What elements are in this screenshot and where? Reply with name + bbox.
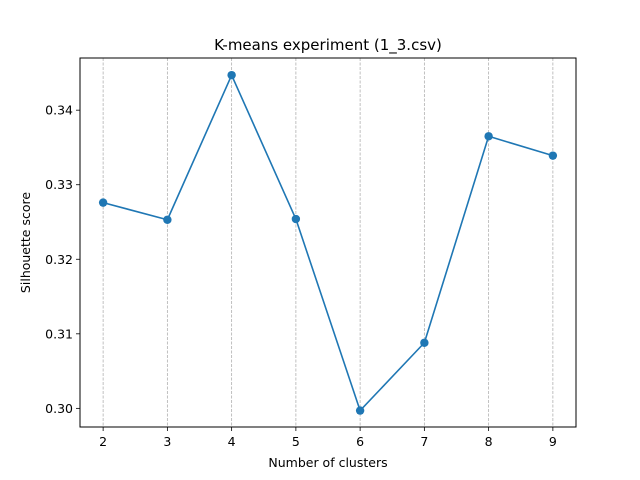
x-tick-label: 2 <box>99 434 107 449</box>
y-tick-label: 0.31 <box>45 326 73 341</box>
x-tick-label: 6 <box>356 434 364 449</box>
y-tick-label: 0.30 <box>45 401 73 416</box>
data-point <box>227 70 236 80</box>
series-layer <box>98 70 558 415</box>
y-axis-label: Silhouette score <box>18 192 33 293</box>
y-axis-ticks: 0.30 0.31 0.32 0.33 0.34 <box>45 103 80 416</box>
x-tick-label: 8 <box>485 434 493 449</box>
data-point <box>484 132 493 141</box>
data-point <box>163 215 172 224</box>
x-tick-label: 5 <box>292 434 300 449</box>
x-tick-label: 9 <box>549 434 557 449</box>
data-point <box>548 151 558 160</box>
x-tick-label: 7 <box>420 434 428 449</box>
data-point <box>291 214 301 224</box>
y-tick-label: 0.32 <box>45 252 73 267</box>
data-point <box>420 338 429 347</box>
x-tick-label: 3 <box>163 434 171 449</box>
x-axis-ticks: 2 3 4 5 6 7 8 9 <box>99 427 557 449</box>
y-tick-label: 0.34 <box>45 103 73 118</box>
x-axis-label: Number of clusters <box>268 455 387 470</box>
data-point <box>355 406 365 415</box>
y-tick-label: 0.33 <box>45 177 73 192</box>
chart-title: K-means experiment (1_3.csv) <box>214 36 442 55</box>
x-tick-label: 4 <box>228 434 236 449</box>
x-gridlines <box>102 58 554 427</box>
data-point <box>98 198 108 207</box>
plot-frame <box>79 57 577 428</box>
series-line <box>102 74 554 412</box>
